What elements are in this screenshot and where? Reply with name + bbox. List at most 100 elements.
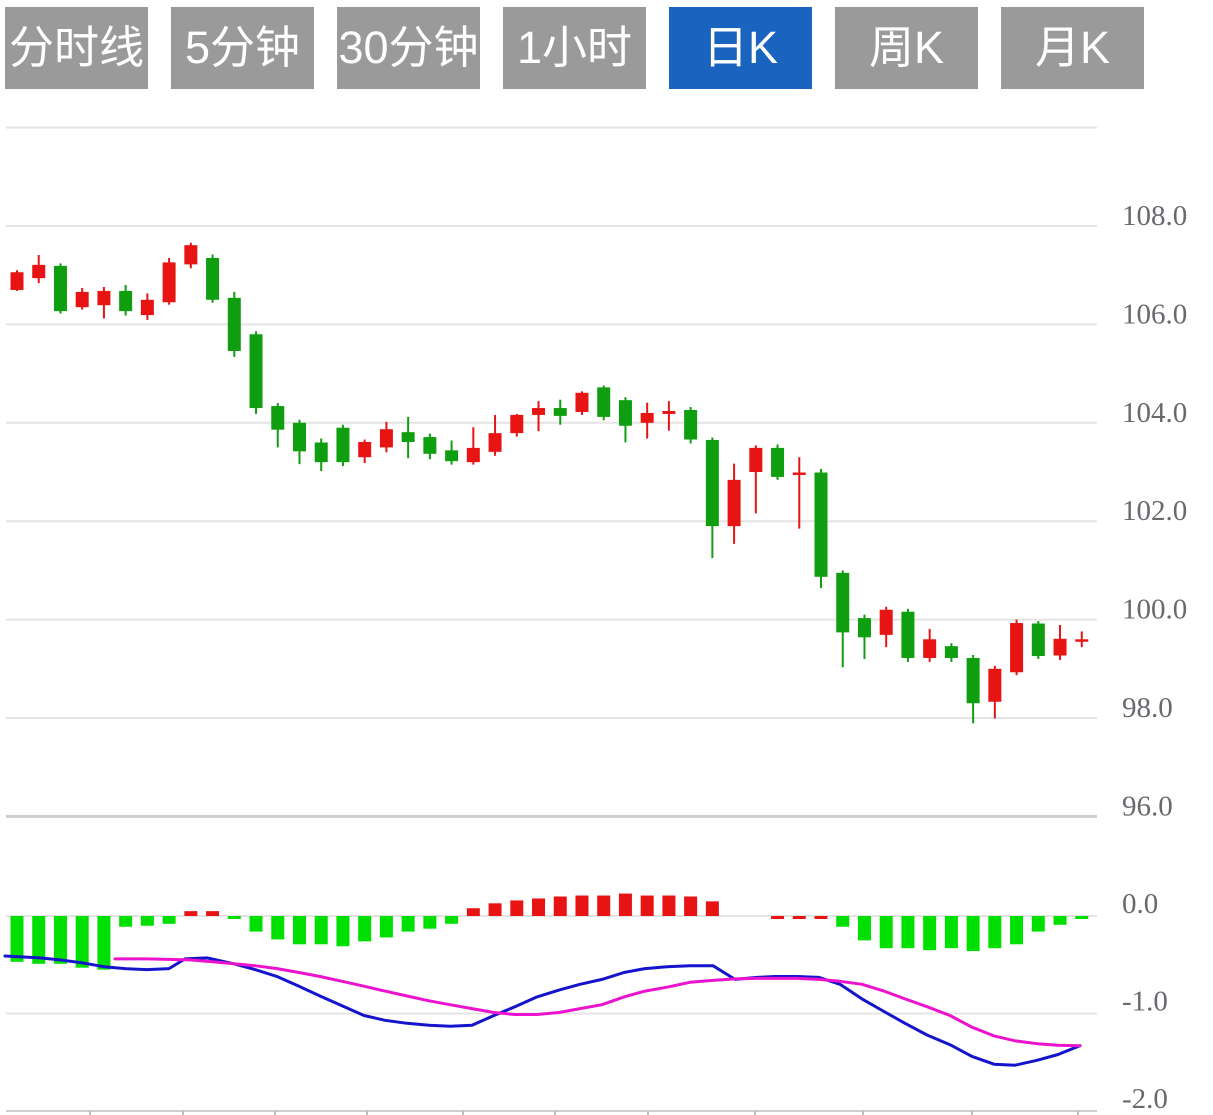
macd-histogram-bar xyxy=(662,895,676,916)
candle-body xyxy=(336,427,350,463)
macd-histogram-bar xyxy=(532,898,546,916)
candle-body xyxy=(705,440,719,527)
macd-histogram-bar xyxy=(358,916,372,942)
candle-body xyxy=(466,447,480,463)
macd-histogram-bar xyxy=(618,893,632,916)
tab-1hour[interactable]: 1小时 xyxy=(503,7,646,89)
candle-body xyxy=(227,297,241,351)
macd-histogram-bar xyxy=(705,901,719,916)
candle-body xyxy=(944,646,958,658)
candle-body xyxy=(314,442,328,463)
candle-body xyxy=(162,262,176,303)
macd-histogram-bar xyxy=(879,916,893,949)
candle-body xyxy=(358,441,372,458)
candle-body xyxy=(966,657,980,704)
macd-histogram-bar xyxy=(792,916,806,919)
candle-body xyxy=(553,408,567,416)
macd-axis-label: -2.0 xyxy=(1122,1083,1168,1115)
dif-line xyxy=(3,954,1082,1067)
candle-body xyxy=(836,572,850,633)
candle-body xyxy=(249,334,263,409)
macd-histogram-bar xyxy=(988,916,1002,949)
price-axis-label: 96.0 xyxy=(1122,790,1173,822)
candle-body xyxy=(488,433,502,452)
candle-body xyxy=(206,257,220,300)
macd-histogram-bar xyxy=(640,895,654,916)
candle-body xyxy=(684,410,698,440)
macd-histogram-bar xyxy=(575,895,589,916)
price-axis-label: 104.0 xyxy=(1122,397,1187,429)
tab-monthly-k[interactable]: 月K xyxy=(1001,7,1144,89)
candle-body xyxy=(792,472,806,475)
macd-histogram-bar xyxy=(227,916,241,919)
candle-body xyxy=(184,245,198,265)
candle-body xyxy=(401,432,415,442)
macd-histogram-bar xyxy=(1053,916,1067,925)
candle-body xyxy=(727,479,741,527)
macd-histogram-bar xyxy=(466,908,480,916)
price-axis-label: 102.0 xyxy=(1122,495,1187,527)
macd-histogram-bar xyxy=(597,895,611,916)
macd-histogram-bar xyxy=(75,916,89,968)
candle-body xyxy=(119,290,133,312)
candle-body xyxy=(510,414,524,434)
dea-line xyxy=(113,957,1082,1048)
macd-histogram-bar xyxy=(488,903,502,916)
macd-histogram-bar xyxy=(1031,916,1045,932)
macd-histogram-bar xyxy=(249,916,263,932)
macd-histogram-bar xyxy=(206,911,220,916)
candle-body xyxy=(771,447,785,477)
candle-body xyxy=(1010,623,1024,673)
candle-body xyxy=(901,611,915,658)
macd-histogram-bar xyxy=(53,916,67,964)
tab-5min[interactable]: 5分钟 xyxy=(171,7,314,89)
price-axis-label: 100.0 xyxy=(1122,594,1187,626)
macd-histogram-bar xyxy=(32,916,46,964)
candle-body xyxy=(988,668,1002,702)
macd-histogram-bar xyxy=(684,896,698,916)
macd-histogram-bar xyxy=(771,916,785,919)
macd-axis-label: -1.0 xyxy=(1122,986,1168,1018)
candle-body xyxy=(1075,639,1089,642)
macd-histogram-bar xyxy=(184,911,198,916)
candle-body xyxy=(879,609,893,635)
macd-histogram-bar xyxy=(944,916,958,949)
macd-histogram-bar xyxy=(966,916,980,952)
macd-histogram-bar xyxy=(162,916,176,924)
candle-body xyxy=(10,272,24,290)
candle-body xyxy=(423,437,437,454)
candle-body xyxy=(140,299,154,316)
candle-body xyxy=(53,265,67,312)
tab-30min[interactable]: 30分钟 xyxy=(337,7,480,89)
macd-histogram-bar xyxy=(510,900,524,916)
candle-body xyxy=(1031,623,1045,657)
macd-histogram-bar xyxy=(814,916,828,919)
macd-histogram-bar xyxy=(923,916,937,951)
macd-histogram-bar xyxy=(423,916,437,929)
macd-histogram-bar xyxy=(901,916,915,949)
price-axis-label: 106.0 xyxy=(1122,298,1187,330)
tab-daily-k[interactable]: 日K xyxy=(669,7,812,89)
candle-body xyxy=(857,618,871,638)
candle-body xyxy=(271,406,285,430)
macd-histogram-bar xyxy=(119,916,133,927)
candle-body xyxy=(640,412,654,423)
macd-histogram-bar xyxy=(292,916,306,945)
candle-body xyxy=(445,450,459,462)
tab-minute-line[interactable]: 分时线 xyxy=(5,7,148,89)
candle-body xyxy=(1053,638,1067,656)
macd-histogram-bar xyxy=(1075,916,1089,919)
period-toolbar: 分时线 5分钟 30分钟 1小时 日K 周K 月K xyxy=(5,7,1144,89)
candle-body xyxy=(532,408,546,415)
tab-weekly-k[interactable]: 周K xyxy=(835,7,978,89)
candle-body xyxy=(292,422,306,452)
macd-histogram-bar xyxy=(857,916,871,941)
macd-histogram-bar xyxy=(1010,916,1024,945)
candle-body xyxy=(618,400,632,426)
macd-histogram-bar xyxy=(379,916,393,938)
price-axis-label: 98.0 xyxy=(1122,692,1173,724)
candle-body xyxy=(32,264,46,279)
candle-body xyxy=(75,291,89,308)
